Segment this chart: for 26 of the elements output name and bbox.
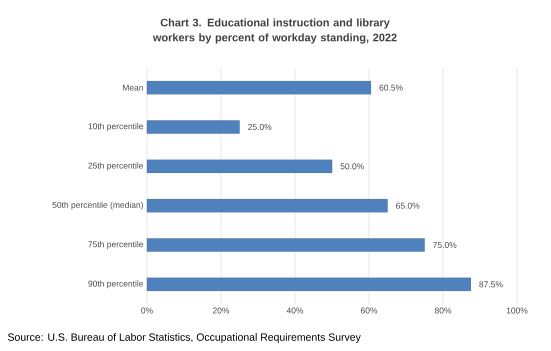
y-tick-label: 25th percentile: [88, 162, 144, 170]
bar: [146, 160, 332, 174]
y-tick-label: 75th percentile: [88, 241, 144, 249]
x-tick-label: 40%: [286, 308, 304, 314]
bar: [146, 238, 425, 252]
x-tick-label: 0%: [141, 308, 153, 314]
x-tick-label: 100%: [506, 308, 528, 314]
y-tick-label: 50th percentile (median): [52, 202, 143, 210]
bar: [146, 278, 471, 292]
bar: [146, 80, 372, 94]
data-label: 87.5%: [479, 281, 503, 288]
chart-title: Chart 3. Educational instruction and library workers by percent of workday standing, 2022: [152, 18, 397, 44]
x-tick-label: 80%: [434, 308, 452, 314]
source-note: Source: U.S. Bureau of Labor Statistics, Occupational Requirements Survey: [8, 333, 361, 343]
data-label: 65.0%: [396, 202, 420, 209]
bar: [146, 198, 388, 212]
bar: [146, 120, 240, 134]
y-tick-label: Mean: [122, 84, 143, 91]
y-tick-label: 10th percentile: [88, 123, 144, 131]
data-label: 75.0%: [433, 242, 456, 248]
data-label: 50.0%: [340, 163, 364, 170]
y-tick-label: 90th percentile: [88, 280, 144, 288]
data-label: 60.5%: [379, 84, 403, 91]
x-tick-label: 60%: [360, 308, 378, 314]
data-label: 25.0%: [248, 124, 272, 130]
x-tick-label: 20%: [212, 308, 230, 314]
